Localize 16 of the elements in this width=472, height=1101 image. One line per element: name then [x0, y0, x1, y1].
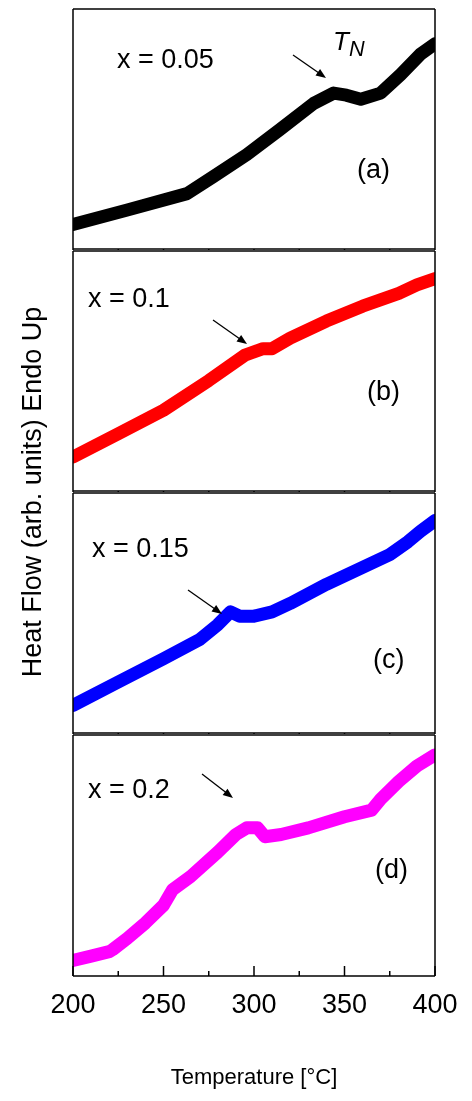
annotation: (a) — [357, 154, 390, 185]
x-tick-label: 250 — [140, 989, 187, 1019]
x-tick-label: 400 — [412, 989, 458, 1019]
x-tick-label: 350 — [321, 989, 368, 1019]
x-tick-label: 300 — [231, 989, 277, 1019]
annotation: (b) — [367, 376, 400, 407]
annotation: T$_{N}$ — [333, 26, 365, 63]
y-axis-title: Heat Flow (arb. units) Endo Up — [16, 306, 48, 678]
annotation: x = 0.05 — [117, 44, 214, 75]
annotation: x = 0.1 — [88, 283, 170, 314]
x-axis-title: Temperature [°C] — [169, 1064, 339, 1090]
annotation: (c) — [373, 644, 405, 675]
x-tick-label: 200 — [50, 989, 96, 1019]
annotation: x = 0.15 — [92, 533, 189, 564]
annotation: (d) — [375, 854, 408, 885]
annotation: x = 0.2 — [88, 774, 170, 805]
